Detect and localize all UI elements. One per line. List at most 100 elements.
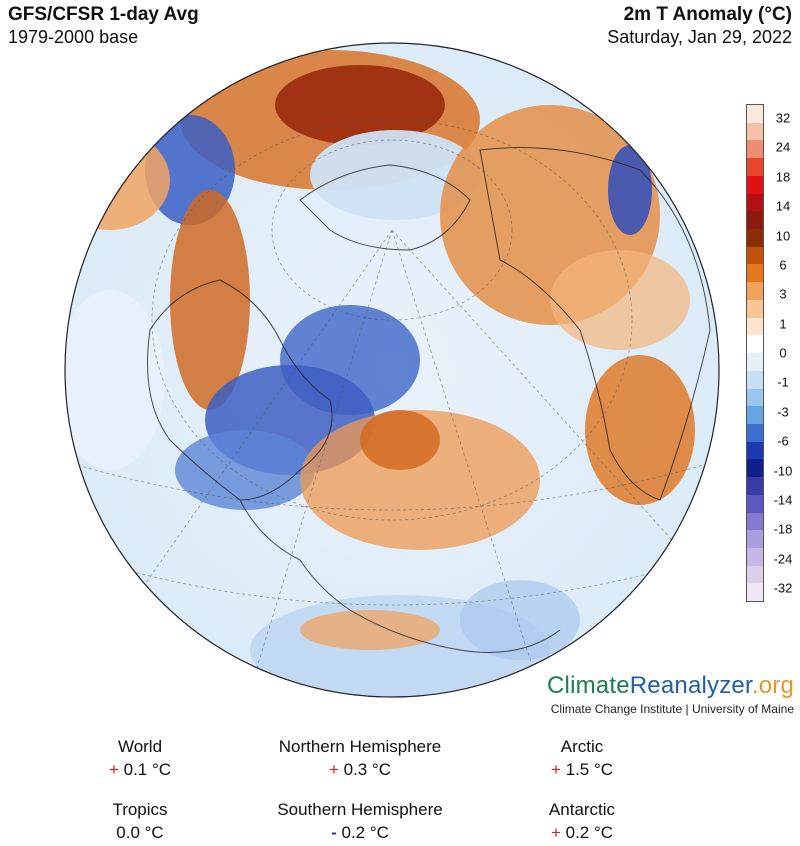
stat-number: 0.3 °C [343, 760, 392, 779]
anomaly-region [65, 290, 165, 470]
stat-number: 0.2 °C [565, 823, 614, 842]
colorbar-cell [747, 370, 763, 389]
colorbar-cell [747, 282, 763, 300]
stat-southern-hemisphere: Southern Hemisphere - 0.2 °C [240, 798, 480, 844]
brand-name-part: Reanalyzer [629, 672, 752, 699]
colorbar-tick-label: 1 [779, 316, 787, 332]
brand-block: ClimateReanalyzer.org Climate Change Ins… [547, 672, 794, 716]
colorbar-tick-label: 18 [775, 169, 791, 185]
brand-name-part: .org [751, 672, 794, 699]
colorbar-cell [747, 299, 763, 318]
stat-value: 0.0 °C [20, 821, 260, 844]
colorbar-cell [747, 477, 763, 495]
colorbar-tick-label: -1 [777, 374, 789, 390]
stat-label: World [117, 737, 163, 756]
stat-sign: - [331, 823, 337, 842]
stat-value: + 1.5 °C [462, 758, 702, 781]
anomaly-region [65, 130, 170, 230]
anomaly-region [550, 250, 690, 350]
colorbar-tick-label: -6 [777, 433, 789, 449]
colorbar-cell [747, 441, 763, 460]
colorbar-cell [747, 175, 763, 194]
anomaly-region [460, 580, 580, 660]
colorbar-cell [747, 423, 763, 442]
colorbar-cell [747, 140, 763, 159]
stat-label: Tropics [112, 800, 168, 819]
anomaly-region [360, 410, 440, 470]
graticule [65, 119, 719, 691]
stat-number: 0.0 °C [116, 823, 164, 842]
colorbar-tick-label: -14 [773, 492, 793, 508]
colorbar-cell [747, 211, 763, 230]
brand-subtitle: Climate Change Institute | University of… [550, 702, 794, 716]
variable-title: 2m T Anomaly (°C) [623, 4, 792, 25]
stat-sign: + [328, 760, 339, 779]
stat-sign: + [550, 760, 561, 779]
colorbar-tick-label: 3 [779, 286, 787, 302]
colorbar-labels: 32 24 18 14 10 6 3 1 0 -1 -3 -6 -10 -14 -18 -24 -32 [766, 104, 800, 602]
colorbar-tick-label: -32 [773, 580, 793, 596]
colorbar-cell [747, 317, 763, 336]
anomaly-field [65, 50, 719, 697]
colorbar-tick-label: -10 [773, 463, 793, 478]
colorbar-tick-label: -24 [773, 551, 793, 567]
anomaly-region [275, 65, 445, 145]
baseline-subtitle: 1979-2000 base [8, 27, 139, 47]
stat-number: 0.1 °C [123, 760, 172, 779]
anomaly-region [585, 355, 695, 505]
dataset-title: GFS/CFSR 1-day Avg [8, 4, 199, 25]
colorbar-cell [747, 494, 763, 513]
stat-number: 1.5 °C [565, 760, 614, 779]
colorbar-cell [747, 229, 763, 247]
stat-label: Antarctic [548, 800, 616, 819]
globe-outline [64, 42, 720, 698]
colorbar-cell [747, 388, 763, 407]
anomaly-region [608, 145, 652, 235]
colorbar-cell [747, 583, 763, 602]
stat-value: + 0.1 °C [20, 758, 260, 781]
header-left: GFS/CFSR 1-day Avg 1979-2000 base [8, 4, 199, 48]
colorbar-tick-label: 6 [779, 257, 787, 273]
anomaly-region [175, 430, 315, 510]
colorbar-cell [747, 264, 763, 283]
stat-label: Arctic [560, 737, 604, 756]
colorbar [746, 104, 764, 602]
stat-sign: + [108, 760, 119, 779]
anomaly-region [310, 130, 480, 220]
colorbar-cell [747, 512, 763, 531]
colorbar-cell [747, 406, 763, 424]
colorbar-cell [747, 193, 763, 212]
colorbar-cell [747, 565, 763, 584]
stat-northern-hemisphere: Northern Hemisphere + 0.3 °C [240, 735, 480, 781]
stat-value: + 0.3 °C [240, 758, 480, 781]
colorbar-tick-label: -3 [777, 404, 789, 420]
colorbar-tick-label: 32 [775, 110, 791, 126]
anomaly-region [170, 190, 250, 410]
colorbar-cell [747, 246, 763, 265]
stat-antarctic: Antarctic + 0.2 °C [462, 798, 702, 844]
header-right: 2m T Anomaly (°C) Saturday, Jan 29, 2022 [607, 4, 792, 48]
globe-map [64, 42, 720, 698]
colorbar-cell [747, 547, 763, 566]
stat-number: 0.2 °C [341, 823, 389, 842]
colorbar-tick-label: 0 [779, 345, 787, 361]
color-legend: 32 24 18 14 10 6 3 1 0 -1 -3 -6 -10 -14 -18 -24 -32 [746, 104, 794, 604]
colorbar-cell [747, 530, 763, 548]
stat-tropics: Tropics 0.0 °C [20, 798, 260, 844]
colorbar-tick-label: -18 [773, 521, 793, 537]
stat-world: World + 0.1 °C [20, 735, 260, 781]
date-subtitle: Saturday, Jan 29, 2022 [607, 27, 792, 47]
colorbar-cell [747, 105, 763, 123]
brand-name-part: Climate [547, 672, 630, 699]
colorbar-tick-label: 10 [775, 228, 791, 243]
stat-arctic: Arctic + 1.5 °C [462, 735, 702, 781]
stats-grid: World + 0.1 °C Northern Hemisphere + 0.3… [0, 735, 800, 846]
colorbar-cell [747, 335, 763, 354]
stat-value: + 0.2 °C [462, 821, 702, 844]
stat-label: Southern Hemisphere [277, 800, 443, 819]
brand-logo[interactable]: ClimateReanalyzer.org [547, 672, 794, 700]
colorbar-cell [747, 122, 763, 141]
anomaly-region [300, 610, 440, 650]
colorbar-cell [747, 158, 763, 176]
